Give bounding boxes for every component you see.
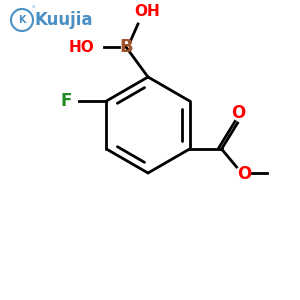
Text: F: F <box>61 92 72 110</box>
Text: HO: HO <box>69 40 95 55</box>
Text: K: K <box>18 15 26 25</box>
Text: °: ° <box>31 6 35 12</box>
Text: B: B <box>119 38 133 56</box>
Text: O: O <box>237 165 252 183</box>
Text: Kuujia: Kuujia <box>35 11 93 29</box>
Text: O: O <box>231 104 246 122</box>
Text: OH: OH <box>134 4 160 19</box>
